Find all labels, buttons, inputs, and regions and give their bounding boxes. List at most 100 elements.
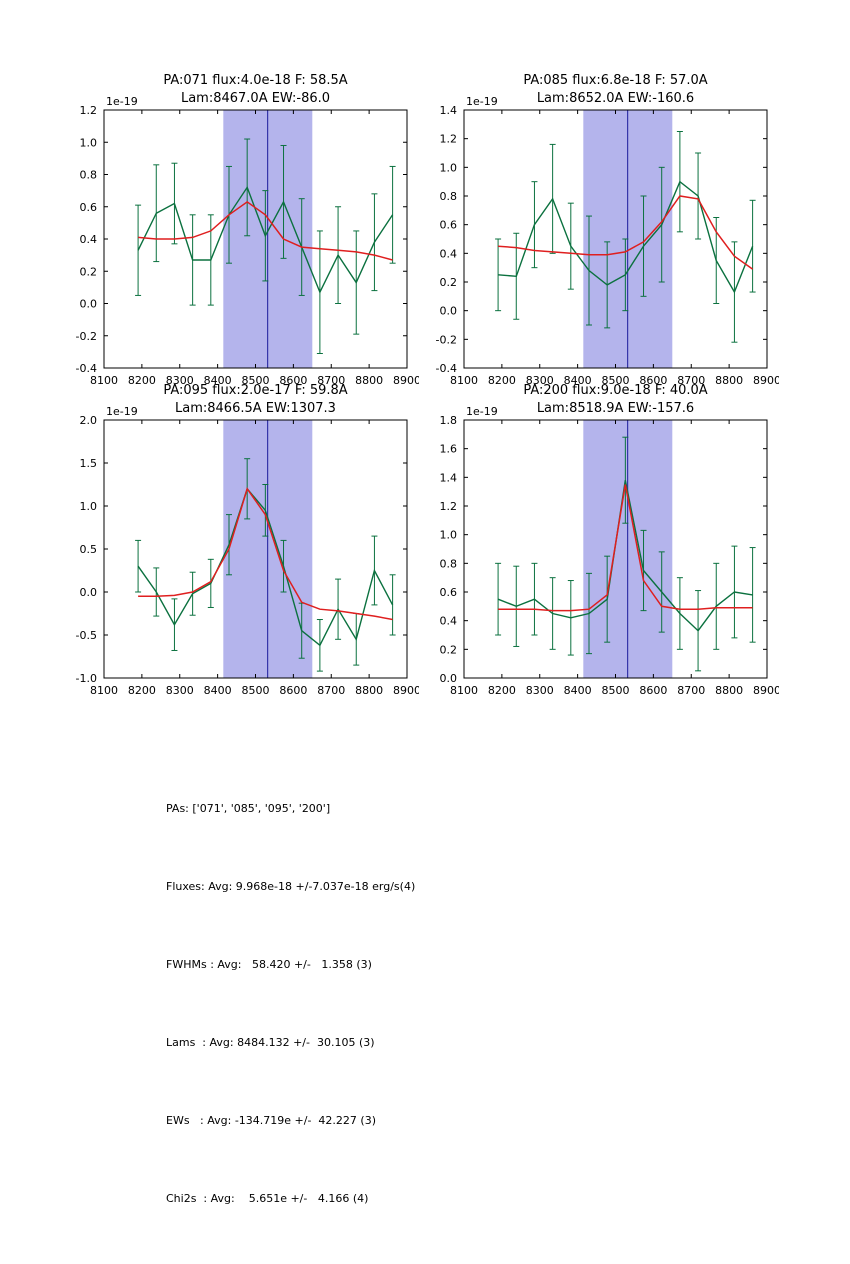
subplot-title-line2: Lam:8518.9A EW:-157.6 — [536, 401, 695, 416]
svg-text:1.2: 1.2 — [80, 104, 98, 117]
subplot-title-line1: PA:095 flux:2.0e-17 F: 59.8A — [163, 383, 348, 398]
svg-text:8100: 8100 — [450, 684, 478, 697]
stats-summary: PAs: ['071', '085', '095', '200'] Fluxes… — [166, 744, 415, 1264]
svg-text:0.4: 0.4 — [80, 233, 98, 246]
svg-text:8600: 8600 — [279, 374, 307, 387]
svg-text:8800: 8800 — [355, 374, 383, 387]
subplot-title-pa200: PA:200 flux:9.0e-18 F: 40.0A Lam:8518.9A… — [464, 382, 767, 418]
subplot-pa095: PA:095 flux:2.0e-17 F: 59.8A Lam:8466.5A… — [58, 382, 419, 704]
svg-text:8100: 8100 — [90, 374, 118, 387]
svg-text:0.0: 0.0 — [80, 298, 98, 311]
svg-text:-0.2: -0.2 — [436, 333, 457, 346]
subplot-title-line2: Lam:8467.0A EW:-86.0 — [180, 91, 331, 106]
svg-text:8100: 8100 — [90, 684, 118, 697]
svg-text:8600: 8600 — [639, 684, 667, 697]
subplot-canvas-pa071: 8100 8200 8300 8400 8500 8600 8700 8800 8900 -0.4… — [76, 95, 419, 387]
svg-text:1.2: 1.2 — [440, 133, 458, 146]
svg-text:8400: 8400 — [564, 374, 592, 387]
summary-line-chi2s: Chi2s : Avg: 5.651e +/- 4.166 (4) — [166, 1192, 369, 1205]
svg-text:0.8: 0.8 — [80, 169, 98, 182]
summary-line-lams: Lams : Avg: 8484.132 +/- 30.105 (3) — [166, 1036, 375, 1049]
svg-text:8800: 8800 — [355, 684, 383, 697]
svg-text:8200: 8200 — [128, 374, 156, 387]
svg-text:8500: 8500 — [602, 374, 630, 387]
svg-text:1.4: 1.4 — [440, 104, 458, 117]
svg-text:8900: 8900 — [393, 374, 419, 387]
svg-text:8700: 8700 — [317, 684, 345, 697]
svg-text:8300: 8300 — [166, 684, 194, 697]
svg-text:1.0: 1.0 — [80, 136, 98, 149]
svg-text:8500: 8500 — [242, 374, 270, 387]
svg-text:8700: 8700 — [677, 374, 705, 387]
svg-text:8500: 8500 — [602, 684, 630, 697]
svg-text:8200: 8200 — [488, 374, 516, 387]
svg-text:1.6: 1.6 — [440, 443, 458, 456]
subplot-title-pa095: PA:095 flux:2.0e-17 F: 59.8A Lam:8466.5A… — [104, 382, 407, 418]
svg-text:8300: 8300 — [166, 374, 194, 387]
svg-text:8700: 8700 — [317, 374, 345, 387]
svg-text:1.0: 1.0 — [80, 500, 98, 513]
subplot-canvas-pa200: 8100 8200 8300 8400 8500 8600 8700 8800 8900 0.0 0… — [440, 405, 780, 697]
svg-text:8400: 8400 — [204, 684, 232, 697]
svg-text:2.0: 2.0 — [80, 414, 98, 427]
svg-text:1e-19: 1e-19 — [106, 405, 138, 418]
subplot-title-pa085: PA:085 flux:6.8e-18 F: 57.0A Lam:8652.0A… — [464, 72, 767, 108]
svg-text:0.6: 0.6 — [440, 219, 458, 232]
svg-text:0.8: 0.8 — [440, 190, 458, 203]
svg-text:8600: 8600 — [639, 374, 667, 387]
subplot-canvas-pa085: 8100 8200 8300 8400 8500 8600 8700 8800 8900 -0.4… — [436, 95, 779, 387]
svg-text:8900: 8900 — [753, 684, 779, 697]
subplot-title-line1: PA:071 flux:4.0e-18 F: 58.5A — [163, 73, 348, 88]
svg-text:0.4: 0.4 — [440, 247, 458, 260]
svg-text:-1.0: -1.0 — [76, 672, 97, 685]
subplot-title-line2: Lam:8466.5A EW:1307.3 — [175, 401, 336, 416]
svg-text:8900: 8900 — [753, 374, 779, 387]
svg-text:0.0: 0.0 — [440, 305, 458, 318]
svg-text:8200: 8200 — [488, 684, 516, 697]
svg-text:-0.4: -0.4 — [436, 362, 457, 375]
subplot-title-pa071: PA:071 flux:4.0e-18 F: 58.5A Lam:8467.0A… — [104, 72, 407, 108]
svg-text:8800: 8800 — [715, 374, 743, 387]
svg-text:8500: 8500 — [242, 684, 270, 697]
svg-text:0.6: 0.6 — [80, 201, 98, 214]
svg-text:-0.2: -0.2 — [76, 330, 97, 343]
svg-text:-0.4: -0.4 — [76, 362, 97, 375]
subplot-title-line2: Lam:8652.0A EW:-160.6 — [536, 91, 695, 106]
subplot-canvas-pa095: 8100 8200 8300 8400 8500 8600 8700 8800 8900 -1.0… — [76, 405, 419, 697]
svg-text:1.2: 1.2 — [440, 500, 458, 513]
svg-text:8200: 8200 — [128, 684, 156, 697]
svg-text:1e-19: 1e-19 — [106, 95, 138, 108]
svg-text:0.2: 0.2 — [80, 265, 98, 278]
svg-text:0.5: 0.5 — [80, 543, 98, 556]
summary-line-pas: PAs: ['071', '085', '095', '200'] — [166, 802, 331, 815]
summary-line-fluxes: Fluxes: Avg: 9.968e-18 +/-7.037e-18 erg/… — [166, 880, 416, 893]
svg-text:0.8: 0.8 — [440, 557, 458, 570]
svg-text:1.0: 1.0 — [440, 529, 458, 542]
svg-text:8100: 8100 — [450, 374, 478, 387]
svg-text:0.6: 0.6 — [440, 586, 458, 599]
svg-text:8700: 8700 — [677, 684, 705, 697]
svg-text:1e-19: 1e-19 — [466, 405, 498, 418]
svg-text:8600: 8600 — [279, 684, 307, 697]
summary-line-fwhms: FWHMs : Avg: 58.420 +/- 1.358 (3) — [166, 958, 372, 971]
subplot-pa071: PA:071 flux:4.0e-18 F: 58.5A Lam:8467.0A… — [58, 72, 419, 394]
summary-line-ews: EWs : Avg: -134.719e +/- 42.227 (3) — [166, 1114, 376, 1127]
svg-text:0.0: 0.0 — [80, 586, 98, 599]
svg-text:8800: 8800 — [715, 684, 743, 697]
svg-text:1.5: 1.5 — [80, 457, 98, 470]
svg-text:8400: 8400 — [204, 374, 232, 387]
subplot-pa200: PA:200 flux:9.0e-18 F: 40.0A Lam:8518.9A… — [418, 382, 780, 704]
svg-text:0.0: 0.0 — [440, 672, 458, 685]
spectra-figure: PA:071 flux:4.0e-18 F: 58.5A Lam:8467.0A… — [58, 72, 780, 1205]
subplot-pa085: PA:085 flux:6.8e-18 F: 57.0A Lam:8652.0A… — [418, 72, 779, 394]
svg-text:8400: 8400 — [564, 684, 592, 697]
svg-text:1.4: 1.4 — [440, 471, 458, 484]
svg-text:8300: 8300 — [526, 684, 554, 697]
svg-text:-0.5: -0.5 — [76, 629, 97, 642]
subplot-title-line1: PA:200 flux:9.0e-18 F: 40.0A — [523, 383, 708, 398]
svg-text:8900: 8900 — [393, 684, 419, 697]
subplot-title-line1: PA:085 flux:6.8e-18 F: 57.0A — [523, 73, 708, 88]
svg-text:8300: 8300 — [526, 374, 554, 387]
svg-text:1e-19: 1e-19 — [466, 95, 498, 108]
svg-text:1.0: 1.0 — [440, 161, 458, 174]
